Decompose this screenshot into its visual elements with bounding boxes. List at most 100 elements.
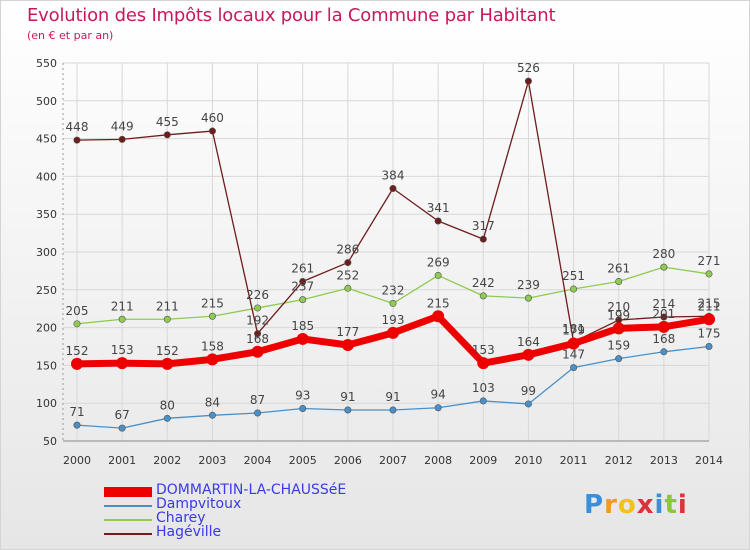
data-point xyxy=(479,235,487,243)
data-point xyxy=(567,337,580,350)
data-label: 67 xyxy=(115,408,130,422)
data-point xyxy=(660,313,668,321)
data-label: 211 xyxy=(698,299,721,313)
x-tick-label: 2003 xyxy=(198,454,226,467)
data-point xyxy=(432,310,445,323)
legend-swatch xyxy=(104,533,152,535)
data-point xyxy=(387,326,399,339)
data-label: 103 xyxy=(472,381,495,395)
data-label: 87 xyxy=(250,393,265,407)
data-label: 237 xyxy=(291,280,314,294)
data-label: 175 xyxy=(698,327,721,341)
data-label: 214 xyxy=(652,297,675,311)
y-tick-label: 350 xyxy=(36,208,57,221)
data-point xyxy=(705,342,713,350)
data-point xyxy=(299,404,307,412)
data-point xyxy=(163,131,171,139)
data-point xyxy=(524,77,532,85)
data-point xyxy=(389,299,397,307)
data-label: 181 xyxy=(562,322,585,336)
data-label: 84 xyxy=(205,395,220,409)
legend-swatch xyxy=(104,519,152,521)
data-point xyxy=(296,332,309,345)
data-point xyxy=(479,292,487,300)
y-tick-label: 200 xyxy=(36,322,57,335)
data-label: 261 xyxy=(291,261,314,275)
y-tick-label: 50 xyxy=(43,435,57,448)
data-label: 271 xyxy=(698,254,721,268)
logo-letter: i xyxy=(654,490,665,520)
data-point xyxy=(524,294,532,302)
data-point xyxy=(73,320,81,328)
data-label: 317 xyxy=(472,219,495,233)
y-tick-label: 400 xyxy=(36,170,57,183)
data-point xyxy=(163,315,171,323)
x-tick-label: 2005 xyxy=(289,454,317,467)
data-point xyxy=(254,409,262,417)
data-point xyxy=(254,304,262,312)
data-label: 177 xyxy=(336,325,359,339)
data-point xyxy=(344,259,352,267)
data-point xyxy=(73,136,81,144)
data-label: 215 xyxy=(201,296,224,310)
y-tick-label: 100 xyxy=(36,397,57,410)
data-point xyxy=(73,421,81,429)
data-label: 526 xyxy=(517,61,540,75)
logo-letter: x xyxy=(636,490,655,520)
data-point xyxy=(71,357,83,370)
data-point xyxy=(206,353,219,366)
data-point xyxy=(570,364,578,372)
data-label: 210 xyxy=(607,300,630,314)
legend-label: Charey xyxy=(156,510,206,526)
x-tick-label: 2007 xyxy=(379,454,407,467)
x-tick-label: 2013 xyxy=(650,454,678,467)
data-point xyxy=(477,357,490,370)
x-tick-label: 2012 xyxy=(605,454,633,467)
data-label: 251 xyxy=(562,269,585,283)
data-label: 460 xyxy=(201,111,224,125)
x-tick-label: 2004 xyxy=(244,454,272,467)
data-point xyxy=(660,263,668,271)
data-point xyxy=(299,296,307,304)
data-point xyxy=(161,357,174,370)
x-tick-label: 2011 xyxy=(560,454,588,467)
data-label: 205 xyxy=(66,304,89,318)
data-point xyxy=(208,411,216,419)
data-label: 192 xyxy=(246,314,269,328)
data-label: 384 xyxy=(382,168,405,182)
data-label: 215 xyxy=(698,296,721,310)
data-point xyxy=(389,406,397,414)
proxiti-logo: Proxiti xyxy=(584,490,688,520)
data-label: 211 xyxy=(111,299,134,313)
x-tick-label: 2001 xyxy=(108,454,136,467)
logo-letter: t xyxy=(664,490,678,520)
data-label: 159 xyxy=(607,339,630,353)
logo-letter: P xyxy=(584,490,605,520)
data-point xyxy=(434,404,442,412)
data-label: 215 xyxy=(427,296,450,310)
data-point xyxy=(660,348,668,356)
data-point xyxy=(615,277,623,285)
data-label: 147 xyxy=(562,348,585,362)
data-point xyxy=(344,284,352,292)
data-point xyxy=(434,271,442,279)
data-point xyxy=(208,127,216,135)
data-point xyxy=(251,345,264,358)
data-point xyxy=(341,338,354,351)
data-label: 168 xyxy=(652,332,675,346)
data-label: 164 xyxy=(517,335,540,349)
logo-letter: r xyxy=(604,490,618,520)
data-point xyxy=(570,285,578,293)
x-tick-label: 2008 xyxy=(424,454,452,467)
data-label: 185 xyxy=(291,319,314,333)
data-point xyxy=(612,322,625,335)
data-label: 232 xyxy=(382,283,405,297)
x-tick-label: 2000 xyxy=(63,454,91,467)
data-point xyxy=(522,348,535,361)
data-label: 91 xyxy=(340,390,355,404)
data-point xyxy=(524,400,532,408)
legend-swatch xyxy=(104,505,152,507)
data-label: 93 xyxy=(295,388,310,402)
